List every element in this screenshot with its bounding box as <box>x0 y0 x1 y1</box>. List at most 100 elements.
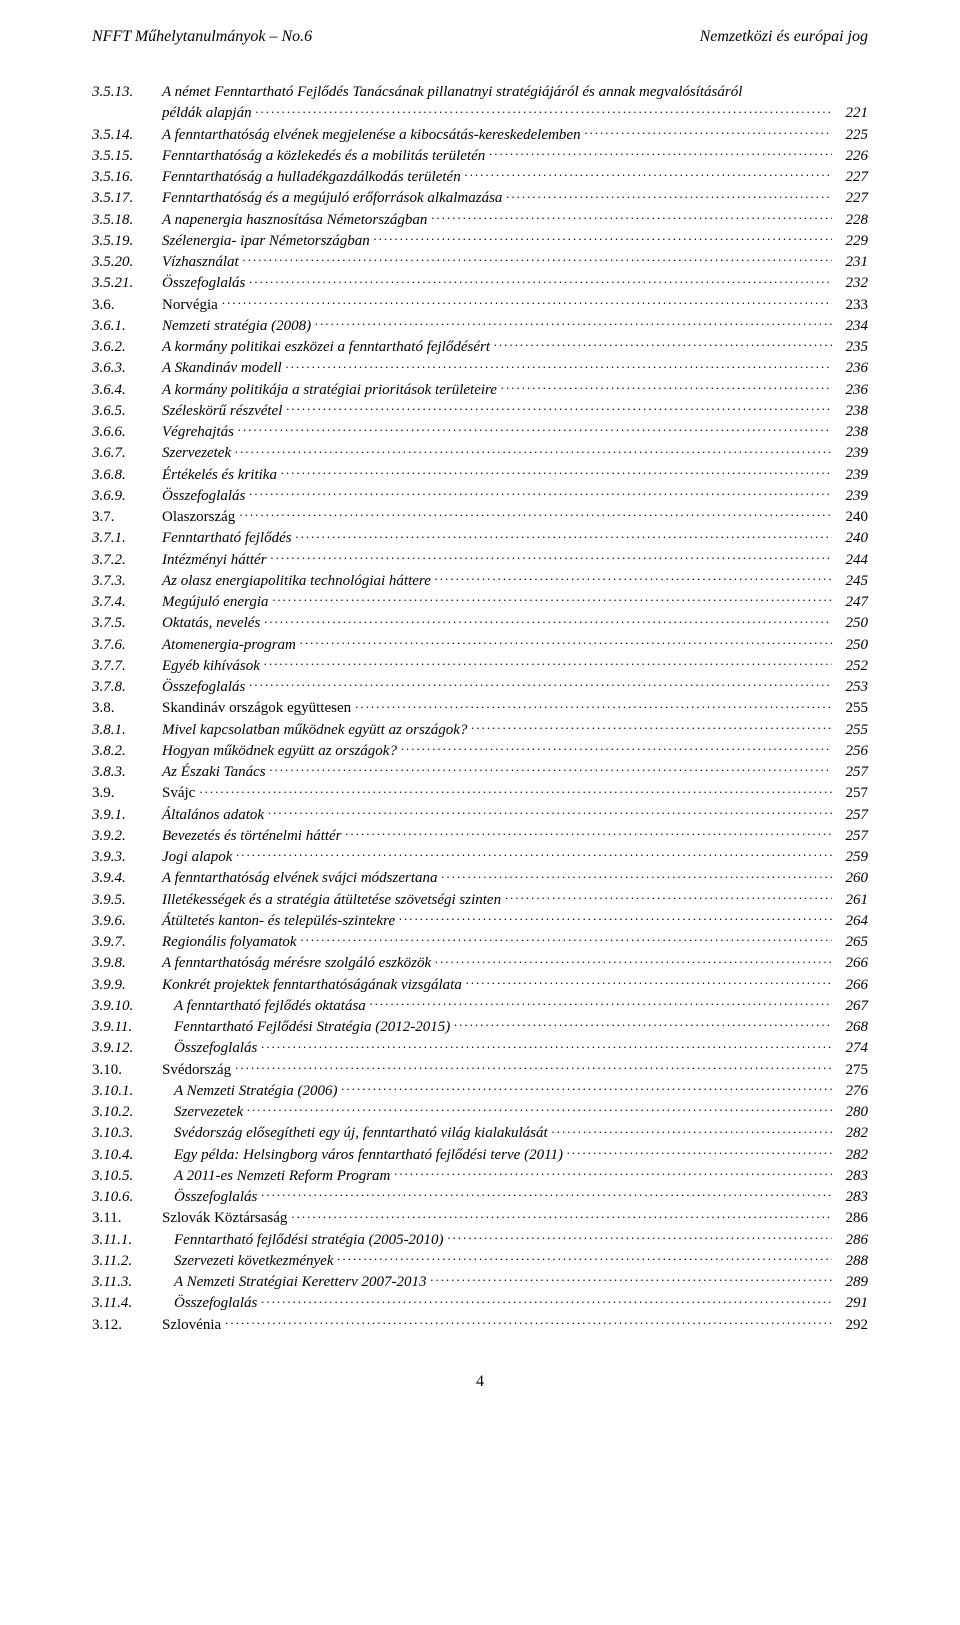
toc-number: 3.6.9. <box>92 486 162 506</box>
toc-number: 3.7. <box>92 507 162 527</box>
toc-number: 3.5.18. <box>92 210 162 230</box>
toc-leader <box>249 676 832 691</box>
toc-number: 3.6.6. <box>92 422 162 442</box>
toc-entry: 3.5.16.Fenntarthatóság a hulladékgazdálk… <box>92 166 868 187</box>
toc-title: Jogi alapok <box>162 847 236 867</box>
toc-leader <box>494 336 832 351</box>
toc-number: 3.11. <box>92 1208 162 1228</box>
toc-leader <box>399 910 832 925</box>
toc-page: 280 <box>832 1102 868 1122</box>
toc-number: 3.9.11. <box>92 1017 174 1037</box>
toc-leader <box>370 995 832 1010</box>
toc-entry: 3.9.Svájc257 <box>92 782 868 803</box>
toc-page: 239 <box>832 443 868 463</box>
toc-title: Összefoglalás <box>162 486 249 506</box>
toc-entry: 3.10.3.Svédország elősegítheti egy új, f… <box>92 1122 868 1143</box>
toc-leader <box>261 1186 832 1201</box>
toc-entry: 3.9.9.Konkrét projektek fenntarthatóságá… <box>92 974 868 995</box>
toc-title: Összefoglalás <box>162 273 249 293</box>
toc-leader <box>235 1059 832 1074</box>
toc-entry: 3.7.7.Egyéb kihívások252 <box>92 655 868 676</box>
toc-title: Fenntarthatóság és a megújuló erőforráso… <box>162 188 506 208</box>
toc-page: 274 <box>832 1038 868 1058</box>
toc-entry: 3.6.8.Értékelés és kritika239 <box>92 464 868 485</box>
toc-page: 221 <box>832 103 868 123</box>
toc-number: 3.5.21. <box>92 273 162 293</box>
toc-page: 253 <box>832 677 868 697</box>
toc-page: 260 <box>832 868 868 888</box>
toc-entry: 3.5.20.Vízhasználat231 <box>92 251 868 272</box>
toc-page: 282 <box>832 1123 868 1143</box>
toc-title: Hogyan működnek együtt az országok? <box>162 741 401 761</box>
toc-number: 3.10.6. <box>92 1187 174 1207</box>
toc-entry: 3.6.1.Nemzeti stratégia (2008)234 <box>92 315 868 336</box>
toc-page: 240 <box>832 528 868 548</box>
toc-number: 3.6.4. <box>92 380 162 400</box>
toc-title: Összefoglalás <box>162 677 249 697</box>
toc-number: 3.10.4. <box>92 1145 174 1165</box>
toc-title: Nemzeti stratégia (2008) <box>162 316 315 336</box>
toc-title: Fenntarthatóság a közlekedés és a mobili… <box>162 146 489 166</box>
toc-title: A fenntarthatóság elvének megjelenése a … <box>162 125 585 145</box>
page-header: NFFT Műhelytanulmányok – No.6 Nemzetközi… <box>92 28 868 46</box>
toc-page: 255 <box>832 698 868 718</box>
toc-title: Egy példa: Helsingborg város fenntarthat… <box>174 1145 567 1165</box>
toc-page: 286 <box>832 1230 868 1250</box>
toc-page: 229 <box>832 231 868 251</box>
toc-entry: 3.6.3.A Skandináv modell236 <box>92 357 868 378</box>
toc-leader <box>585 124 832 139</box>
toc-number: 3.5.15. <box>92 146 162 166</box>
toc-entry: 3.5.15.Fenntarthatóság a közlekedés és a… <box>92 145 868 166</box>
toc-number: 3.6.7. <box>92 443 162 463</box>
toc-title: Szervezeti következmények <box>174 1251 338 1271</box>
toc-page: 233 <box>832 295 868 315</box>
toc-page: 259 <box>832 847 868 867</box>
toc-number: 3.10.3. <box>92 1123 174 1143</box>
toc-entry: 3.5.18.A napenergia hasznosítása Németor… <box>92 209 868 230</box>
toc-page: 244 <box>832 550 868 570</box>
toc-title: Összefoglalás <box>174 1187 261 1207</box>
toc-leader <box>431 209 832 224</box>
toc-title: Fenntartható Fejlődési Stratégia (2012-2… <box>174 1017 454 1037</box>
toc-title: Szélenergia- ipar Németországban <box>162 231 374 251</box>
toc-leader <box>394 1165 832 1180</box>
toc-page: 250 <box>832 613 868 633</box>
toc-leader <box>273 591 832 606</box>
toc-number: 3.5.19. <box>92 231 162 251</box>
toc-page: 227 <box>832 188 868 208</box>
toc-number: 3.12. <box>92 1315 162 1335</box>
toc-entry: 3.8.2.Hogyan működnek együtt az országok… <box>92 740 868 761</box>
toc-number: 3.10.5. <box>92 1166 174 1186</box>
toc-page: 291 <box>832 1293 868 1313</box>
toc-number: 3.5.16. <box>92 167 162 187</box>
toc-entry: 3.9.12.Összefoglalás274 <box>92 1037 868 1058</box>
toc-number: 3.9.1. <box>92 805 162 825</box>
toc-page: 238 <box>832 401 868 421</box>
toc-number: 3.9. <box>92 783 162 803</box>
toc-entry: 3.9.6.Átültetés kanton- és település-szi… <box>92 910 868 931</box>
toc-leader <box>286 400 832 415</box>
toc-leader <box>466 974 832 989</box>
toc-page: 257 <box>832 783 868 803</box>
toc-number: 3.6.2. <box>92 337 162 357</box>
toc-number: 3.6. <box>92 295 162 315</box>
toc-entry: 3.7.2.Intézményi háttér244 <box>92 549 868 570</box>
toc-entry: 3.9.7.Regionális folyamatok265 <box>92 931 868 952</box>
toc-leader <box>341 1080 832 1095</box>
toc-number: 3.8.3. <box>92 762 162 782</box>
toc-page: 286 <box>832 1208 868 1228</box>
toc-number: 3.10.1. <box>92 1081 174 1101</box>
toc-title: A fenntartható fejlődés oktatása <box>174 996 370 1016</box>
toc-page: 232 <box>832 273 868 293</box>
toc-number: 3.6.1. <box>92 316 162 336</box>
toc-page: 267 <box>832 996 868 1016</box>
toc-leader <box>264 655 832 670</box>
toc-number: 3.7.2. <box>92 550 162 570</box>
toc-leader <box>465 166 832 181</box>
toc-title: Regionális folyamatok <box>162 932 301 952</box>
toc-leader <box>435 952 832 967</box>
toc-page: 247 <box>832 592 868 612</box>
toc-leader <box>401 740 832 755</box>
toc-leader <box>471 719 832 734</box>
toc-number: 3.5.14. <box>92 125 162 145</box>
